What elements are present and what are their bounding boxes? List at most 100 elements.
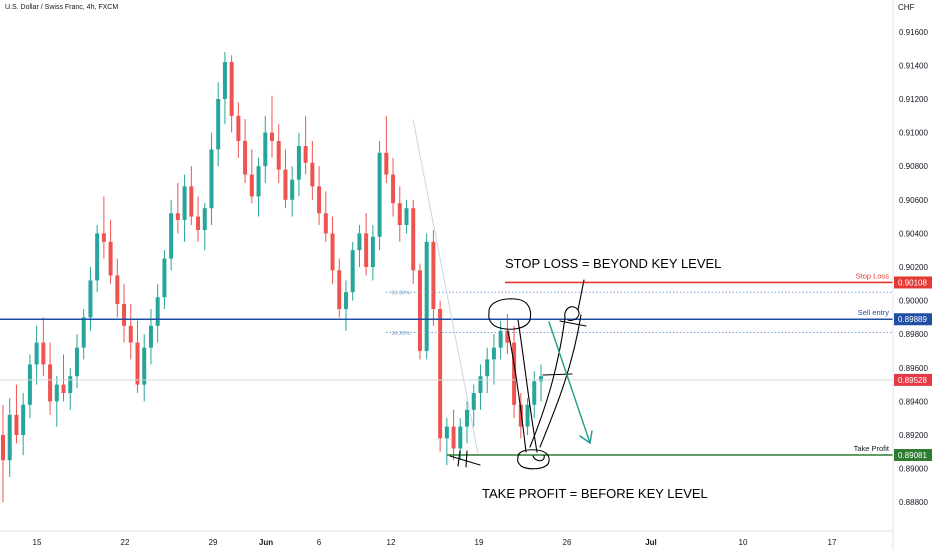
candle-body [256, 166, 261, 197]
candle-body [209, 149, 214, 209]
candle-body [68, 376, 73, 393]
candle-body [61, 384, 66, 393]
candle-body [444, 426, 449, 439]
stop-loss-annotation: STOP LOSS = BEYOND KEY LEVEL [505, 256, 721, 271]
fib-trend-line [412, 119, 479, 454]
drawings-layer: STOP LOSS = BEYOND KEY LEVEL TAKE PROFIT … [449, 256, 721, 501]
candle-body [48, 364, 53, 402]
stop-loss-label: Stop Loss [856, 271, 890, 280]
price-axis-tick-label: 0.89200 [899, 431, 928, 440]
candle-body [162, 258, 167, 298]
candle-body [350, 250, 355, 293]
candle-body [14, 414, 19, 435]
time-axis-tick-label: 29 [209, 538, 218, 547]
forecast-arrow-head [579, 430, 593, 445]
candle-body [95, 233, 100, 281]
sketch-tick [457, 450, 461, 467]
support-circle-drawing [517, 449, 550, 470]
stop-loss-price-badge-text: 0.90108 [898, 278, 927, 287]
candle-body [142, 347, 147, 385]
candle-body [343, 292, 348, 309]
resistance-circle-drawing [488, 298, 532, 330]
current-price-badge-text: 0.89528 [898, 376, 927, 385]
candle-body [270, 132, 274, 141]
candle-body [438, 309, 443, 439]
forecast-arrow [548, 321, 591, 444]
candle-body [337, 270, 342, 309]
candle-body [404, 208, 409, 225]
candle-body [182, 186, 187, 220]
price-axis-tick-label: 0.89400 [899, 397, 928, 406]
candle-body [202, 208, 207, 231]
price-axis-tick-label: 0.90200 [899, 263, 928, 272]
current-price-badge-bg [894, 373, 932, 386]
fib-level-label: 50.00% [391, 291, 410, 297]
time-axis-tick-label: 12 [387, 538, 396, 547]
candle-body [169, 213, 174, 259]
candle-body [296, 146, 301, 180]
candle-body [417, 270, 422, 351]
candle-body [263, 132, 268, 167]
price-axis-tick-label: 0.90800 [899, 162, 928, 171]
candle-body [88, 280, 93, 318]
currency-label: CHF [898, 3, 915, 12]
candle-body [397, 203, 402, 225]
candle-body [518, 404, 523, 427]
candle-body [283, 169, 288, 200]
time-axis-tick-label: Jun [259, 538, 273, 547]
candle-body [317, 186, 322, 214]
candle-body [115, 275, 120, 304]
candle-body [539, 376, 543, 382]
take-profit-price-badge-bg [894, 448, 932, 461]
candle-body [54, 384, 59, 402]
candle-body [276, 141, 281, 170]
time-axis-tick-label: 22 [121, 538, 130, 547]
candle-body [364, 233, 369, 267]
price-axis-tick-label: 0.91400 [899, 61, 928, 70]
candle-body [27, 364, 32, 405]
time-axis-tick-label: 10 [739, 538, 748, 547]
candle-body [101, 233, 106, 242]
candle-body [370, 236, 375, 267]
take-profit-label: Take Profit [854, 444, 890, 453]
take-profit-price-badge: 0.89081 [894, 448, 932, 461]
candle-body [485, 359, 490, 377]
sketch-loop [532, 454, 545, 462]
candle-body [41, 342, 46, 365]
sell-entry-price-badge-text: 0.89889 [898, 315, 927, 324]
candle-body [431, 241, 436, 309]
stop-loss-price-badge-bg [894, 276, 932, 289]
price-axis-tick-label: 0.90000 [899, 297, 928, 306]
candle-body [384, 152, 389, 175]
candle-body [108, 241, 113, 276]
candle-body [465, 409, 470, 427]
sketch-base-line [449, 455, 481, 466]
candle-body [471, 393, 476, 410]
sketch-tick [577, 279, 585, 311]
candle-body [525, 404, 530, 427]
sketch-drop-line [507, 330, 527, 453]
price-axis-tick-label: 0.89800 [899, 330, 928, 339]
price-axis-tick-label: 0.90600 [899, 196, 928, 205]
candle-body [34, 342, 39, 365]
candle-body [7, 414, 12, 461]
time-axis-tick-label: 17 [828, 538, 837, 547]
candle-body [357, 233, 362, 251]
candle-body [148, 325, 153, 348]
candle-body [74, 347, 79, 377]
time-axis-tick-label: 15 [33, 538, 42, 547]
candle-body [478, 376, 483, 393]
symbol-title: U.S. Dollar / Swiss Franc, 4h, FXCM [5, 4, 119, 11]
sketch-rise-line [539, 314, 582, 448]
candle-body [512, 342, 517, 405]
take-profit-annotation: TAKE PROFIT = BEFORE KEY LEVEL [482, 486, 708, 501]
current-price-badge: 0.89528 [894, 373, 932, 386]
time-axis-tick-label: 6 [317, 538, 322, 547]
sell-entry-price-badge-bg [894, 313, 932, 326]
time-axis-tick-label: 19 [475, 538, 484, 547]
candle-body [377, 152, 382, 237]
candle-body [175, 213, 180, 220]
candle-body [391, 174, 396, 204]
